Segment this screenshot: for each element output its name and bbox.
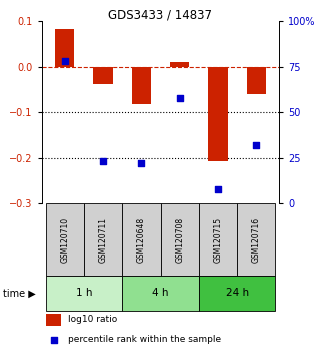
Bar xyxy=(84,203,122,276)
Bar xyxy=(46,203,84,276)
Point xyxy=(100,159,106,164)
Bar xyxy=(247,67,266,94)
Text: time ▶: time ▶ xyxy=(3,288,36,298)
Text: 1 h: 1 h xyxy=(76,288,92,298)
Point xyxy=(177,95,182,101)
Bar xyxy=(47,314,61,326)
Text: GSM120711: GSM120711 xyxy=(99,217,108,263)
Bar xyxy=(122,203,160,276)
Point xyxy=(254,142,259,148)
Bar xyxy=(93,67,113,84)
Point xyxy=(51,337,56,342)
Text: percentile rank within the sample: percentile rank within the sample xyxy=(68,335,221,344)
Text: GSM120710: GSM120710 xyxy=(60,217,69,263)
Bar xyxy=(199,203,237,276)
Point xyxy=(139,160,144,166)
Text: GSM120715: GSM120715 xyxy=(213,217,222,263)
Bar xyxy=(237,203,275,276)
Text: GSM120708: GSM120708 xyxy=(175,217,184,263)
Text: 24 h: 24 h xyxy=(226,288,249,298)
Bar xyxy=(46,276,122,310)
Text: log10 ratio: log10 ratio xyxy=(68,315,117,325)
Bar xyxy=(208,67,228,161)
Text: GSM120648: GSM120648 xyxy=(137,217,146,263)
Point xyxy=(215,186,221,192)
Text: 4 h: 4 h xyxy=(152,288,169,298)
Bar xyxy=(160,203,199,276)
Text: GSM120716: GSM120716 xyxy=(252,217,261,263)
Title: GDS3433 / 14837: GDS3433 / 14837 xyxy=(108,8,213,21)
Bar xyxy=(199,276,275,310)
Point xyxy=(62,58,67,64)
Bar xyxy=(122,276,199,310)
Bar xyxy=(170,62,189,67)
Bar xyxy=(132,67,151,104)
Bar xyxy=(55,29,74,67)
